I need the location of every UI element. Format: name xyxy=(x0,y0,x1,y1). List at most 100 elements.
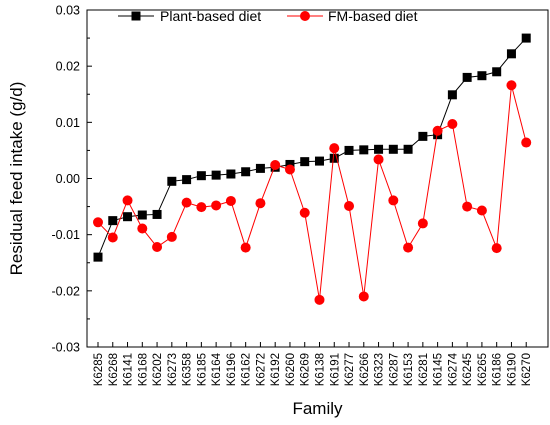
data-point-circle xyxy=(358,291,369,302)
x-tick-label: K6272 xyxy=(255,353,267,386)
data-point-circle xyxy=(284,164,295,175)
data-point-square xyxy=(359,145,369,155)
x-tick-label: K6265 xyxy=(477,353,489,386)
x-tick-label: K6153 xyxy=(403,353,415,386)
x-tick-label: K6141 xyxy=(123,353,135,386)
x-tick-label: K6270 xyxy=(521,353,533,386)
x-tick-label: K6285 xyxy=(93,353,105,386)
data-point-circle xyxy=(122,195,133,206)
data-point-circle xyxy=(388,195,399,206)
series-plant-based xyxy=(93,33,531,262)
y-axis-ticks: -0.03 -0.02 -0.01 0.00 0.01 0.02 0.03 xyxy=(52,4,92,355)
data-point-square xyxy=(374,144,384,154)
data-point-square xyxy=(182,175,192,185)
series-fm-based xyxy=(93,80,532,305)
data-point-circle xyxy=(432,125,443,136)
data-point-square xyxy=(418,131,428,141)
data-point-square xyxy=(388,144,398,154)
x-axis-ticks: K6285 K6268 K6141 K6168 K6202 K6273 K6358 K6185… xyxy=(93,342,533,386)
data-point-circle xyxy=(93,217,103,228)
x-tick-label: K6260 xyxy=(285,353,297,386)
data-point-square xyxy=(344,145,354,155)
data-point-square xyxy=(521,33,531,43)
y-tick-label: 0.03 xyxy=(56,4,80,18)
series-layer xyxy=(93,33,532,305)
x-tick-label: K6358 xyxy=(182,353,194,386)
data-point-circle xyxy=(476,205,487,216)
data-point-square xyxy=(255,163,265,173)
data-point-circle xyxy=(255,198,266,209)
data-point-circle xyxy=(373,154,384,165)
data-point-square xyxy=(285,159,295,169)
x-tick-label: K6287 xyxy=(388,353,400,386)
x-tick-label: K6269 xyxy=(300,353,312,386)
plot-frame xyxy=(86,9,549,348)
data-point-square xyxy=(108,216,118,226)
data-point-square xyxy=(241,167,251,177)
data-point-circle xyxy=(181,197,192,208)
data-point-circle xyxy=(166,231,177,242)
legend-marker-plant xyxy=(131,11,141,21)
y-tick-label: -0.03 xyxy=(52,341,81,355)
data-point-square xyxy=(93,252,103,262)
y-tick-label: -0.01 xyxy=(52,228,81,242)
data-point-square xyxy=(477,71,487,81)
data-point-circle xyxy=(314,294,325,305)
x-tick-label: K6245 xyxy=(462,353,474,386)
data-point-circle xyxy=(211,200,222,211)
data-point-circle xyxy=(196,202,207,213)
data-point-square xyxy=(447,90,457,100)
x-tick-label: K6323 xyxy=(374,353,386,386)
data-point-circle xyxy=(137,223,148,234)
data-point-square xyxy=(462,72,472,82)
data-point-square xyxy=(506,49,516,59)
y-tick-label: 0.02 xyxy=(56,60,80,74)
x-tick-label: K6164 xyxy=(211,352,223,386)
x-tick-label: K6185 xyxy=(196,353,208,386)
data-point-square xyxy=(314,156,324,166)
legend-marker-fm xyxy=(300,11,310,21)
data-point-circle xyxy=(152,242,163,253)
data-point-square xyxy=(196,171,206,181)
x-tick-label: K6281 xyxy=(418,353,430,386)
y-tick-label: -0.02 xyxy=(52,284,81,298)
data-point-circle xyxy=(521,137,532,148)
data-point-square xyxy=(300,157,310,167)
data-point-circle xyxy=(344,201,355,212)
data-point-circle xyxy=(417,218,428,229)
data-point-circle xyxy=(462,201,473,212)
x-axis-title: Family xyxy=(292,399,343,418)
data-point-square xyxy=(167,176,177,186)
x-tick-label: K6145 xyxy=(433,353,445,386)
x-tick-label: K6202 xyxy=(152,353,164,386)
data-point-circle xyxy=(447,119,458,130)
legend: Plant-based diet FM-based diet xyxy=(118,8,418,24)
data-point-circle xyxy=(506,80,517,91)
data-point-circle xyxy=(491,243,502,254)
x-tick-label: K6191 xyxy=(329,353,341,386)
legend-item-plant: Plant-based diet xyxy=(118,8,261,24)
x-tick-label: K6196 xyxy=(226,353,238,386)
x-tick-label: K6266 xyxy=(359,353,371,386)
data-point-square xyxy=(211,170,221,180)
x-tick-label: K6138 xyxy=(314,353,326,386)
data-point-square xyxy=(403,144,413,154)
x-tick-label: K6268 xyxy=(108,353,120,386)
data-point-circle xyxy=(403,242,414,253)
data-point-circle xyxy=(329,143,340,154)
x-tick-label: K6168 xyxy=(137,353,149,386)
data-point-square xyxy=(226,169,236,179)
x-tick-label: K6186 xyxy=(492,353,504,386)
y-tick-label: 0.01 xyxy=(56,116,80,130)
series-line xyxy=(97,85,527,300)
x-tick-label: K6273 xyxy=(167,353,179,386)
x-tick-label: K6162 xyxy=(241,353,253,386)
data-point-square xyxy=(137,210,147,220)
data-point-circle xyxy=(225,195,236,206)
y-tick-label: 0.00 xyxy=(56,172,80,186)
x-tick-label: K6277 xyxy=(344,353,356,386)
data-point-circle xyxy=(240,242,251,253)
x-tick-label: K6274 xyxy=(447,352,459,386)
data-point-square xyxy=(329,153,339,163)
